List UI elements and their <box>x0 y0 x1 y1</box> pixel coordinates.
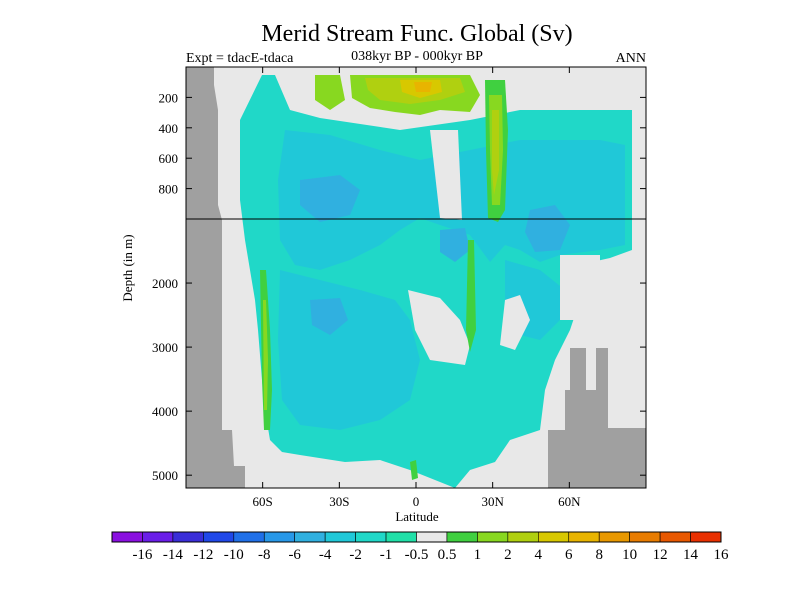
colorbar-swatch-10 <box>416 531 448 543</box>
colorbar-label-3: -10 <box>224 547 244 563</box>
colorbar-label-7: -2 <box>349 547 362 563</box>
colorbar-swatch-4 <box>233 531 265 543</box>
colorbar-swatch-5 <box>263 531 296 543</box>
colorbar-swatch-9 <box>385 531 417 543</box>
y-tick-label-lower-0: 2000 <box>152 276 178 291</box>
colorbar-swatch-11 <box>446 531 478 543</box>
gap-3 <box>560 255 600 320</box>
colorbar: -16 -14 -12 -10 -8 -6 -4 -2 -1 -0.5 0.5 1 2 4 6 8 10 12 14… <box>111 531 730 563</box>
colorbar-label-13: 4 <box>535 547 543 563</box>
y-tick-label-lower-2: 4000 <box>152 404 178 419</box>
subtitle-right: ANN <box>616 51 646 66</box>
colorbar-label-19: 16 <box>714 547 730 563</box>
x-tick-label-1: 30S <box>329 494 349 509</box>
field-patch-b <box>525 205 570 252</box>
x-tick-label-0: 60S <box>253 494 273 509</box>
colorbar-label-14: 6 <box>565 547 573 563</box>
colorbar-swatch-0 <box>111 531 143 543</box>
x-tick-label-4: 60N <box>558 494 581 509</box>
colorbar-label-16: 10 <box>622 547 637 563</box>
plot-area <box>186 67 646 488</box>
x-axis-ticks: 60S 30S 0 30N 60N <box>253 67 581 509</box>
y-tick-label-upper-1: 400 <box>159 121 179 136</box>
colorbar-swatch-13 <box>507 531 539 543</box>
colorbar-label-8: -1 <box>380 547 393 563</box>
gap-2 <box>500 295 530 350</box>
colorbar-swatch-2 <box>172 531 204 543</box>
gap-4 <box>430 130 462 220</box>
colorbar-swatch-18 <box>659 531 691 543</box>
colorbar-label-6: -4 <box>319 547 332 563</box>
colorbar-label-9: -0.5 <box>405 547 429 563</box>
colorbar-label-18: 14 <box>683 547 699 563</box>
land-antarctica <box>186 67 245 488</box>
field-patch-d <box>310 298 348 335</box>
x-tick-label-2: 0 <box>413 494 420 509</box>
colorbar-label-0: -16 <box>132 547 152 563</box>
streak-deep <box>410 460 418 480</box>
surface-positive-1 <box>315 75 345 110</box>
colorbar-swatch-15 <box>568 531 600 543</box>
field-patch-c <box>440 228 470 262</box>
colorbar-swatch-6 <box>294 531 326 543</box>
colorbar-frame <box>111 531 722 543</box>
field-patch-a <box>300 175 360 222</box>
colorbar-label-10: 0.5 <box>438 547 457 563</box>
y-axis-ticks: 200 400 600 800 2000 3000 4000 5000 <box>152 90 646 483</box>
gap-1 <box>408 290 470 365</box>
column-62s-inner <box>263 300 268 410</box>
colorbar-swatch-1 <box>142 531 174 543</box>
subtitle-left: Expt = tdacE-tdaca <box>186 51 294 66</box>
y-axis-label: Depth (in m) <box>120 234 135 301</box>
y-tick-label-lower-3: 5000 <box>152 468 178 483</box>
chart-title: Merid Stream Func. Global (Sv) <box>261 21 572 47</box>
y-tick-label-upper-2: 600 <box>159 151 179 166</box>
colorbar-swatch-14 <box>537 531 570 543</box>
y-tick-label-lower-1: 3000 <box>152 340 178 355</box>
colorbar-label-15: 8 <box>595 547 603 563</box>
colorbar-swatch-7 <box>324 531 356 543</box>
colorbar-label-17: 12 <box>653 547 668 563</box>
colorbar-label-11: 1 <box>474 547 482 563</box>
colorbar-swatch-12 <box>477 531 509 543</box>
subtitle-center: 038kyr BP - 000kyr BP <box>351 49 483 64</box>
x-axis-label: Latitude <box>395 509 439 524</box>
x-tick-label-3: 30N <box>481 494 504 509</box>
colorbar-label-12: 2 <box>504 547 512 563</box>
colorbar-swatch-16 <box>598 531 630 543</box>
y-tick-label-upper-3: 800 <box>159 182 179 197</box>
colorbar-swatch-17 <box>629 531 661 543</box>
colorbar-swatch-19 <box>690 531 722 543</box>
land-north <box>548 348 646 488</box>
streak-eq <box>466 240 476 352</box>
colorbar-swatch-3 <box>203 531 235 543</box>
column-30n-inner <box>492 110 499 195</box>
colorbar-label-5: -6 <box>288 547 301 563</box>
colorbar-label-2: -12 <box>193 547 213 563</box>
colorbar-swatch-8 <box>355 531 387 543</box>
y-tick-label-upper-0: 200 <box>159 90 179 105</box>
colorbar-label-1: -14 <box>163 547 183 563</box>
colorbar-label-4: -8 <box>258 547 271 563</box>
surface-positive-5 <box>414 82 432 92</box>
